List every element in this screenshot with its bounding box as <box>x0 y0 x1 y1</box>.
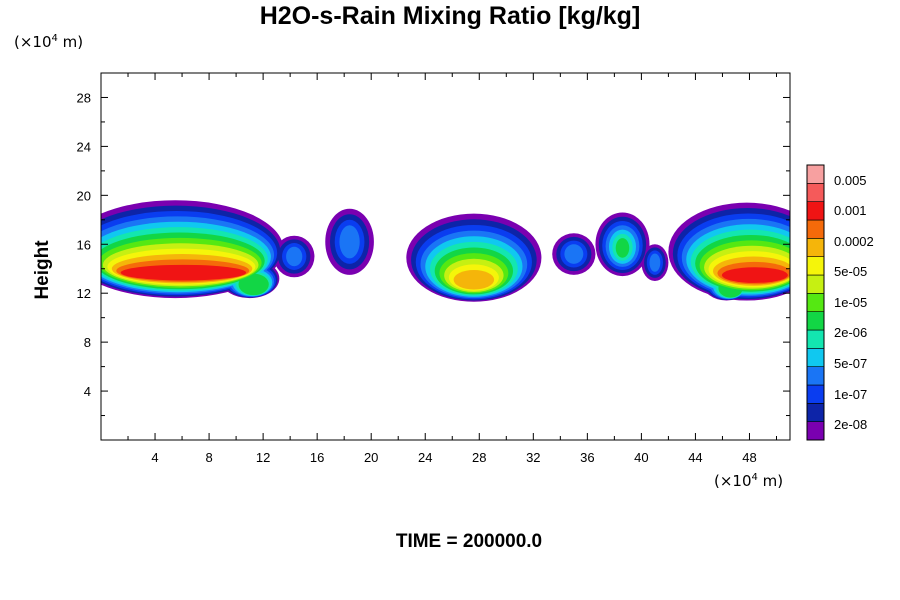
x-tick-label: 4 <box>151 450 158 465</box>
contour-region <box>120 264 247 281</box>
contour-region <box>615 238 630 258</box>
colorbar: 0.005 0.001 0.0002 5e-05 1e-05 2e-06 5e-07 1e-0… <box>806 164 874 441</box>
y-tick-label: 24 <box>77 139 91 154</box>
colorbar-swatch <box>806 366 825 386</box>
colorbar-swatch <box>806 183 825 202</box>
contour-region <box>564 244 584 264</box>
x-tick-label: 44 <box>688 450 702 465</box>
colorbar-label: 1e-07 <box>834 387 867 402</box>
y-axis-unit: (×104 m) <box>14 33 84 51</box>
colorbar-swatch <box>806 293 825 312</box>
colorbar-swatch <box>806 238 825 257</box>
colorbar-swatch <box>806 274 825 294</box>
colorbar-swatch <box>806 256 825 276</box>
x-tick-label: 16 <box>310 450 324 465</box>
contour-region <box>649 253 661 272</box>
colorbar-label: 0.005 <box>834 173 867 188</box>
colorbar-swatch <box>806 403 825 422</box>
x-tick-label: 48 <box>742 450 756 465</box>
y-tick-label: 4 <box>84 384 91 399</box>
plot-frame <box>100 72 791 441</box>
x-tick-label: 32 <box>526 450 540 465</box>
x-tick-label: 40 <box>634 450 648 465</box>
colorbar-label: 2e-08 <box>834 417 867 432</box>
colorbar-frame <box>806 164 825 441</box>
colorbar-label: 0.001 <box>834 203 867 218</box>
contour-region <box>453 269 495 290</box>
colorbar-swatch <box>806 201 825 221</box>
colorbar-label: 2e-06 <box>834 325 867 340</box>
time-label: TIME = 200000.0 <box>395 531 543 552</box>
x-tick-label: 36 <box>580 450 594 465</box>
contour-region <box>721 267 788 283</box>
y-tick-label: 8 <box>84 335 91 350</box>
contour-region <box>238 273 269 296</box>
colorbar-swatch <box>806 219 825 239</box>
colorbar-label: 1e-05 <box>834 295 867 310</box>
contour-region <box>286 246 303 267</box>
colorbar-swatch <box>806 348 825 367</box>
colorbar-label: 5e-07 <box>834 356 867 371</box>
colorbar-label: 5e-05 <box>834 264 867 279</box>
x-tick-label: 24 <box>418 450 432 465</box>
colorbar-swatch <box>806 384 825 404</box>
y-tick-label: 20 <box>77 188 91 203</box>
plot-area <box>101 200 790 302</box>
y-tick-label: 28 <box>77 90 91 105</box>
colorbar-swatch <box>806 164 825 184</box>
chart-title: H2O-s-Rain Mixing Ratio [kg/kg] <box>259 2 641 30</box>
x-axis-unit: (×104 m) <box>714 472 784 490</box>
x-tick-label: 20 <box>364 450 378 465</box>
x-tick-label: 28 <box>472 450 486 465</box>
colorbar-label: 0.0002 <box>834 234 874 249</box>
x-tick-label: 12 <box>256 450 270 465</box>
y-tick-label: 12 <box>77 286 91 301</box>
colorbar-swatch <box>806 421 825 441</box>
x-tick-label: 8 <box>205 450 212 465</box>
y-tick-label: 16 <box>77 237 91 252</box>
colorbar-swatch <box>806 311 825 331</box>
colorbar-swatch <box>806 329 825 349</box>
contour-region <box>339 225 360 259</box>
